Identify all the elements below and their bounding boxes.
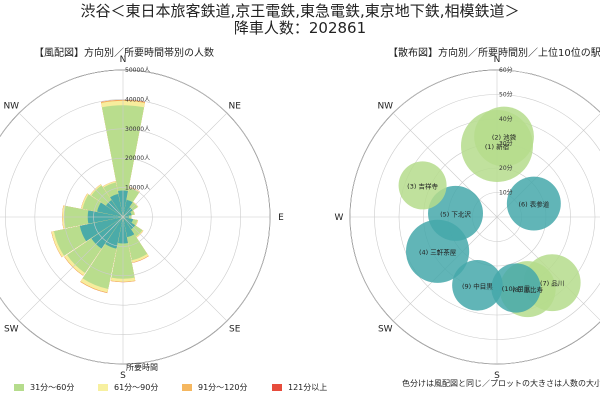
radial-tick-label: 40000人	[125, 96, 150, 103]
radial-tick-label: 20000人	[125, 155, 150, 162]
windrose-bar	[97, 202, 123, 217]
windrose-bar	[79, 217, 123, 242]
radial-tick-label: 60分	[499, 66, 513, 74]
scatter-point-label: (2) 池袋	[492, 132, 517, 141]
windrose-bar	[123, 199, 133, 217]
legend-swatch	[98, 384, 108, 391]
legend: 所要時間 31分〜60分 61分〜90分 91分〜120分 121分以上	[0, 362, 360, 398]
scatter-point	[491, 263, 541, 313]
windrose-bar	[123, 217, 135, 238]
scatter-point	[452, 260, 503, 311]
radial-tick-label: 30000人	[125, 126, 150, 133]
legend-item-61-90: 61分〜90分	[98, 382, 158, 393]
direction-label: E	[278, 213, 284, 223]
scatter-point	[506, 176, 561, 231]
polar-spoke	[122, 112, 228, 218]
scatter-point-label: (10) 目黒	[502, 285, 531, 293]
scatter-point-label: (6) 表参道	[518, 200, 549, 209]
legend-label: 31分〜60分	[30, 383, 75, 392]
direction-label: N	[494, 55, 501, 65]
radial-tick-label: 50分	[499, 91, 513, 99]
scatter-point-label: (5) 下北沢	[440, 209, 471, 218]
scatter-title: 【散布図】方向別／所要時間別／上位10位の駅	[388, 48, 600, 59]
direction-label: NW	[377, 101, 393, 111]
scatter-point-label: (1) 新宿	[485, 142, 510, 151]
legend-label: 91分〜120分	[198, 383, 248, 392]
legend-item-121-plus: 121分以上	[272, 382, 327, 393]
direction-label: NE	[229, 101, 242, 111]
direction-label: W	[335, 213, 344, 223]
direction-label: N	[120, 55, 127, 65]
scatter-labels: 10分20分30分40分50分60分NNEESESSWWNW(1) 新宿(2) …	[335, 55, 565, 381]
scatter-point-label: (8) 恵比寿	[512, 285, 543, 294]
polar-spoke	[18, 216, 124, 322]
windrose-title: 【風配図】方向別／所要時間帯別の人数	[34, 48, 214, 59]
legend-label: 121分以上	[288, 383, 328, 392]
scatter-point	[398, 161, 447, 210]
direction-label: S	[120, 371, 126, 381]
scatter-point-label: (7) 品川	[540, 280, 564, 288]
radial-tick-label: 40分	[499, 115, 513, 123]
scatter-points	[398, 106, 581, 318]
direction-label: SW	[378, 325, 393, 335]
scatter-point-label: (9) 中目黒	[462, 281, 493, 290]
radial-tick-label: 20分	[499, 164, 513, 172]
scatter-point-label: (4) 三軒茶屋	[419, 247, 457, 256]
scatter-note: 色分けは風配図と同じ／プロットの大きさは人数の大小	[402, 379, 600, 388]
legend-swatch	[272, 384, 282, 391]
legend-swatch	[182, 384, 192, 391]
windrose-labels: 10000人20000人30000人40000人50000人NNEESESSWW…	[3, 55, 284, 381]
windrose-bar	[105, 217, 123, 249]
direction-label: S	[494, 371, 500, 381]
legend-swatch	[14, 384, 24, 391]
legend-item-91-120: 91分〜120分	[182, 382, 247, 393]
direction-label: SW	[4, 325, 19, 335]
windrose-grid	[0, 69, 271, 365]
page-subtitle: 降車人数：202861	[233, 19, 367, 37]
direction-label: NW	[3, 101, 19, 111]
radial-tick-label: 50000人	[125, 67, 150, 74]
page-title: 渋谷＜東日本旅客鉄道,京王電鉄,東急電鉄,東京地下鉄,相模鉄道＞	[80, 2, 520, 20]
polar-spoke	[122, 216, 228, 322]
polar-spoke	[18, 112, 124, 218]
windrose-bar	[110, 193, 123, 217]
legend-label: 61分〜90分	[114, 383, 159, 392]
direction-label: SE	[229, 325, 241, 335]
legend-title: 所要時間	[126, 363, 158, 372]
windrose-bar	[123, 212, 132, 217]
scatter-point-label: (3) 吉祥寺	[407, 181, 438, 190]
radial-tick-label: 30分	[499, 140, 513, 148]
scatter-point	[474, 106, 534, 167]
legend-item-31-60: 31分〜60分	[14, 382, 74, 393]
radial-tick-label: 10分	[499, 189, 513, 197]
radial-tick-label: 10000人	[125, 185, 150, 192]
polar-spoke	[392, 112, 498, 218]
windrose-bar	[123, 217, 134, 223]
